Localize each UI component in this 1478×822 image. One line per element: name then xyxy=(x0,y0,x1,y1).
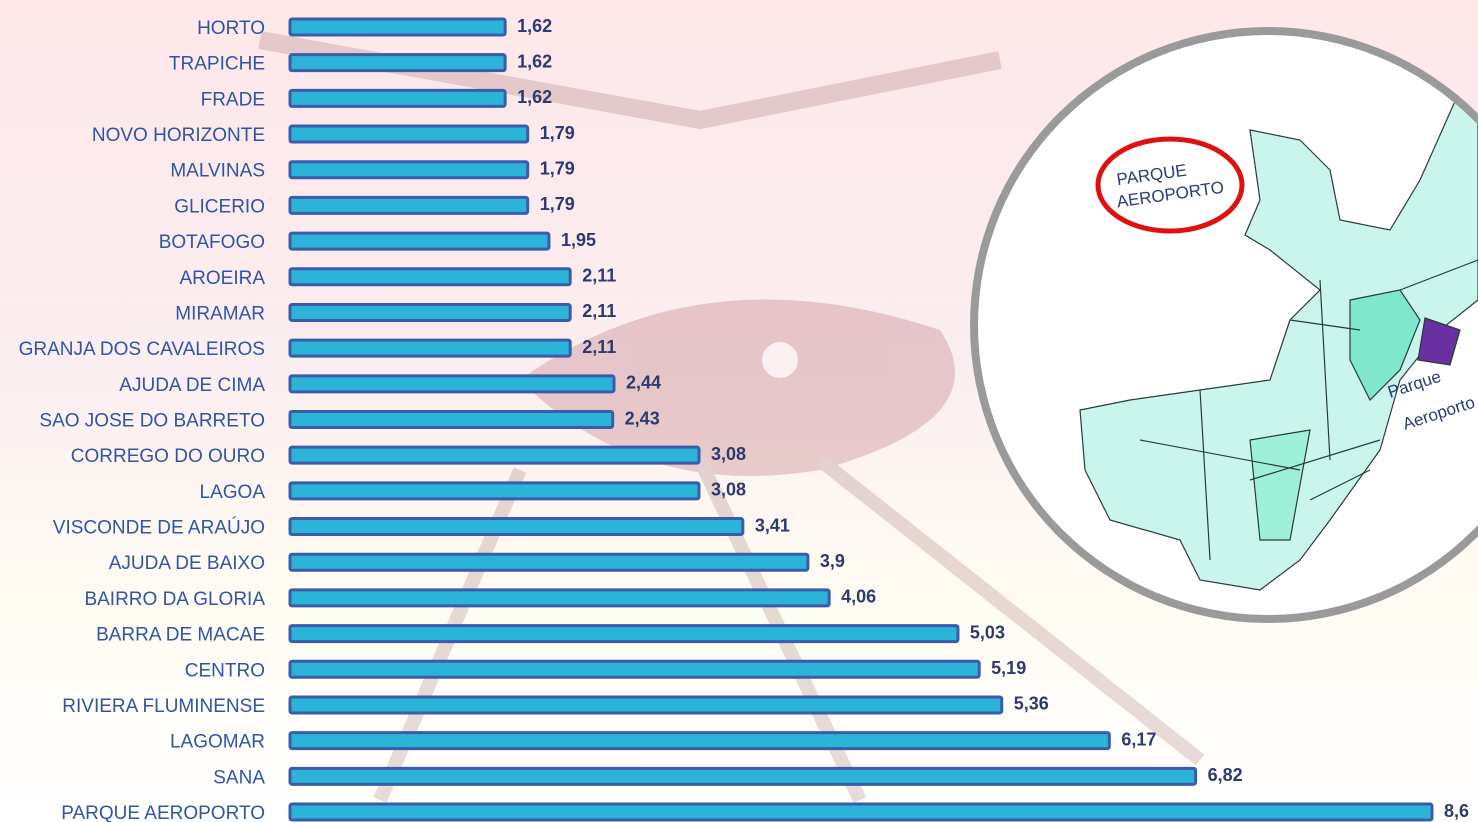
category-label: MALVINAS xyxy=(170,161,265,182)
value-label: 3,41 xyxy=(755,515,790,535)
bar xyxy=(288,124,530,144)
category-label: SAO JOSE DO BARRETO xyxy=(39,411,265,432)
value-label: 3,08 xyxy=(711,444,746,464)
bar xyxy=(288,88,507,108)
value-label: 5,03 xyxy=(970,622,1005,642)
value-label: 6,82 xyxy=(1208,765,1243,785)
value-label: 1,62 xyxy=(517,16,552,36)
bar xyxy=(288,160,530,180)
value-label: 1,62 xyxy=(517,87,552,107)
category-label: LAGOMAR xyxy=(170,732,265,753)
map-region xyxy=(1249,429,1311,541)
category-label: BAIRRO DA GLORIA xyxy=(84,589,265,610)
bar xyxy=(288,659,981,679)
bar xyxy=(288,588,831,608)
category-label: BARRA DE MACAE xyxy=(96,625,265,646)
category-label: AJUDA DE BAIXO xyxy=(109,553,265,574)
category-label: TRAPICHE xyxy=(169,54,265,75)
category-label: BOTAFOGO xyxy=(159,232,265,253)
bar xyxy=(288,374,616,394)
bar xyxy=(288,53,507,73)
category-label: VISCONDE DE ARAÚJO xyxy=(53,517,265,539)
bar xyxy=(288,338,572,358)
category-label: AROEIRA xyxy=(179,268,265,289)
value-label: 2,11 xyxy=(582,301,616,321)
bar xyxy=(288,481,701,501)
value-label: 5,36 xyxy=(1014,694,1049,714)
category-label: HORTO xyxy=(197,18,265,39)
value-label: 1,79 xyxy=(540,158,575,178)
category-label: PARQUE AEROPORTO xyxy=(61,803,265,822)
value-label: 3,08 xyxy=(711,480,746,500)
map-border xyxy=(1139,259,1478,561)
bar xyxy=(288,517,745,537)
callout-ring xyxy=(1095,136,1245,234)
map-region-highlight xyxy=(1417,317,1461,366)
bar xyxy=(288,231,551,251)
bar xyxy=(288,410,615,429)
category-label: GRANJA DOS CAVALEIROS xyxy=(19,339,265,360)
category-label: CENTRO xyxy=(185,660,265,681)
value-label: 4,06 xyxy=(841,587,876,607)
value-label: 5,19 xyxy=(991,658,1026,678)
value-label: 1,62 xyxy=(517,51,552,71)
value-label: 2,11 xyxy=(582,337,616,357)
bars: HORTO 1,62 TRAPICHE 1,62 FRADE 1,62 NOVO HORIZ… xyxy=(19,16,1469,822)
category-label: SANA xyxy=(213,767,265,788)
bar xyxy=(288,552,810,572)
bar xyxy=(288,445,701,465)
category-label: GLICERIO xyxy=(174,196,265,217)
value-label: 1,79 xyxy=(540,194,575,214)
category-label: RIVIERA FLUMINENSE xyxy=(62,696,265,717)
value-label: 2,44 xyxy=(626,373,661,393)
value-label: 3,9 xyxy=(820,551,845,571)
bar xyxy=(288,302,572,322)
category-label: MIRAMAR xyxy=(175,303,265,324)
bar xyxy=(288,695,1004,715)
value-label: 2,11 xyxy=(582,266,616,286)
value-label: 1,95 xyxy=(561,230,596,250)
category-label: CORREGO DO OURO xyxy=(71,446,265,467)
bar xyxy=(288,267,572,287)
category-label: LAGOA xyxy=(200,482,266,503)
bar xyxy=(288,195,530,215)
value-label: 1,79 xyxy=(540,123,575,143)
map-region xyxy=(1079,78,1478,591)
map-inset: PARQUE AEROPORTO Parque Aeroporto xyxy=(970,27,1478,623)
bar xyxy=(288,802,1434,822)
bar xyxy=(288,17,507,37)
bar xyxy=(288,766,1198,786)
value-label: 2,43 xyxy=(625,408,660,428)
bar xyxy=(288,624,960,644)
category-label: NOVO HORIZONTE xyxy=(92,125,265,146)
value-label: 6,17 xyxy=(1121,729,1156,749)
category-label: AJUDA DE CIMA xyxy=(119,375,265,396)
value-label: 8,6 xyxy=(1444,801,1469,821)
category-label: FRADE xyxy=(201,89,265,110)
bar xyxy=(288,731,1111,751)
